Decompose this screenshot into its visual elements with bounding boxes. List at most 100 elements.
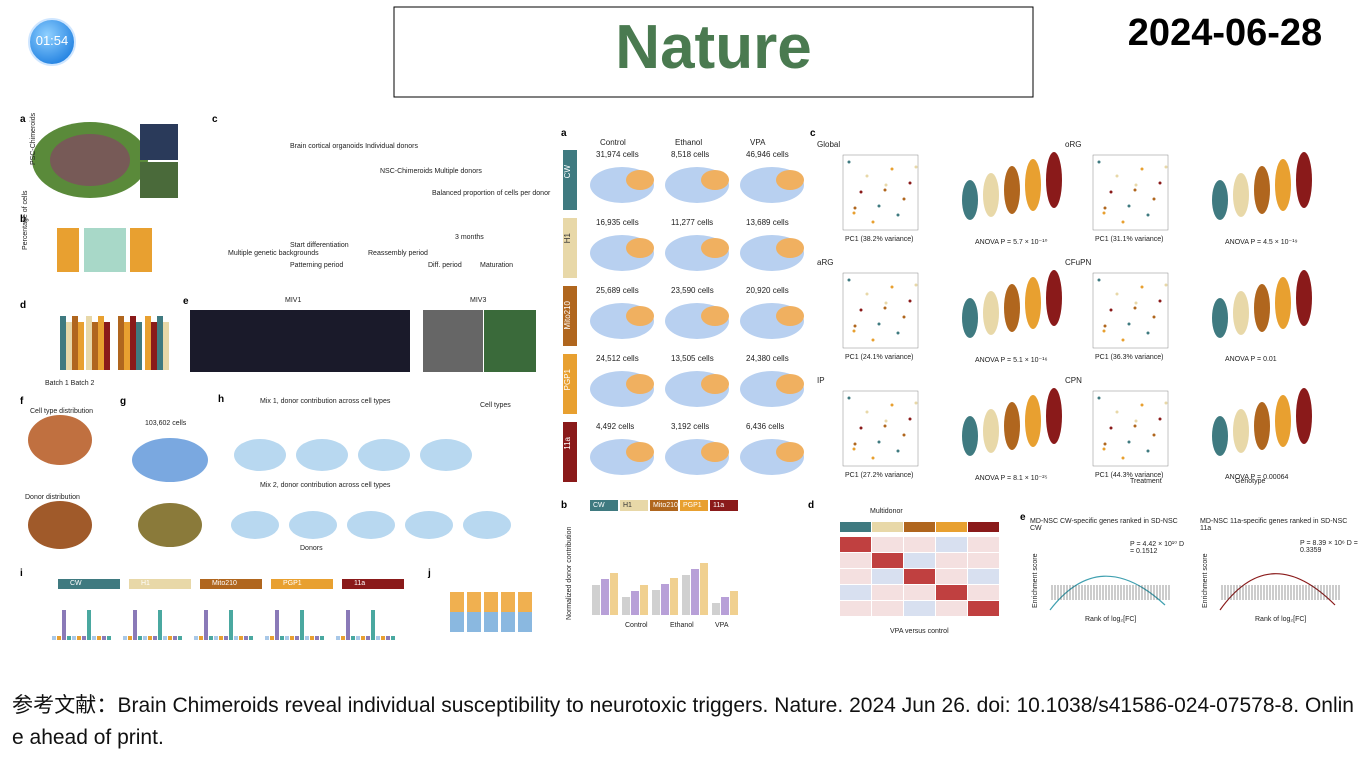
figure-shape: [78, 322, 84, 370]
figure-label: 24,380 cells: [746, 354, 789, 363]
figure-shape: [219, 636, 223, 640]
figure-shape: [936, 601, 967, 616]
figure-label: 46,946 cells: [746, 150, 789, 159]
figure-label: VPA: [715, 622, 729, 629]
figure-shape: [1254, 166, 1270, 214]
figure-shape: [381, 636, 385, 640]
figure-shape: [908, 299, 912, 303]
figure-label: 16,935 cells: [596, 218, 639, 227]
figure-shape: [1097, 396, 1101, 400]
figure-label: CW: [593, 502, 605, 509]
figure-shape: [968, 553, 999, 568]
figure-shape: [626, 170, 654, 190]
figure-shape: [626, 238, 654, 258]
figure-shape: [151, 322, 157, 370]
figure-label: VPA versus control: [890, 628, 949, 635]
figure-label: Normalized donor contribution: [566, 526, 573, 620]
figure-shape: [640, 585, 648, 615]
figure-shape: [229, 610, 233, 640]
figure-shape: [72, 636, 76, 640]
figure-shape: [132, 438, 208, 482]
figure-label: CPN: [1065, 376, 1082, 385]
figure-shape: [1103, 206, 1107, 210]
figure-shape: [1102, 211, 1106, 215]
figure-label: Mix 1, donor contribution across cell ty…: [260, 398, 391, 405]
figure-shape: [295, 636, 299, 640]
figure-label: Mito210: [653, 502, 678, 509]
figure-shape: [871, 220, 875, 224]
figure-shape: [872, 522, 903, 532]
figure-shape: [626, 442, 654, 462]
figure-shape: [1164, 283, 1168, 287]
figure-shape: [840, 585, 871, 600]
figure-shape: [310, 636, 314, 640]
figure-shape: [936, 522, 967, 532]
figure-shape: [1127, 322, 1131, 326]
figure-shape: [1140, 285, 1144, 289]
figure-shape: [601, 579, 609, 615]
figure-label: 103,602 cells: [145, 420, 187, 427]
figure-shape: [265, 636, 269, 640]
figure-shape: [701, 306, 729, 326]
figure-shape: [872, 569, 903, 584]
figure-shape: [1046, 388, 1062, 444]
figure-shape: [77, 636, 81, 640]
figure-shape: [1097, 160, 1101, 164]
figure-label: Treatment: [1130, 478, 1162, 485]
figure-shape: [872, 601, 903, 616]
figure-shape: [936, 553, 967, 568]
figure-shape: [209, 636, 213, 640]
figure-shape: [563, 150, 577, 210]
figure-shape: [1121, 338, 1125, 342]
figure-shape: [371, 610, 375, 640]
figure-label: PSC-Chimeroids: [30, 112, 37, 165]
figure-label: Control: [600, 138, 626, 147]
figure-shape: [66, 322, 72, 370]
figure-shape: [701, 170, 729, 190]
figure-shape: [234, 636, 238, 640]
figure-shape: [865, 410, 869, 414]
figure-shape: [914, 401, 918, 405]
figure-shape: [904, 569, 935, 584]
figure-shape: [914, 283, 918, 287]
figure-shape: [1164, 401, 1168, 405]
figure-shape: [138, 503, 202, 547]
figure-shape: [296, 439, 348, 471]
figure-shape: [1254, 284, 1270, 332]
figure-shape: [1134, 301, 1138, 305]
figure-label: MIV1: [285, 297, 302, 304]
figure-shape: [983, 409, 999, 453]
figure-shape: [1140, 403, 1144, 407]
figure-shape: [300, 610, 304, 640]
figure-label: VPA: [750, 138, 766, 147]
figure-shape: [1146, 331, 1150, 335]
figure-shape: [347, 511, 395, 539]
figure-shape: [320, 636, 324, 640]
figure-shape: [128, 636, 132, 640]
figure-label: 20,920 cells: [746, 286, 789, 295]
figure-shape: [1109, 308, 1113, 312]
figure-label: oRG: [1065, 140, 1082, 149]
figure-shape: [145, 316, 151, 370]
figure-shape: [285, 636, 289, 640]
figure-label: Brain cortical organoids Individual dono…: [290, 143, 419, 150]
figure-shape: [650, 500, 678, 511]
figure-label: aRG: [817, 258, 834, 267]
figure-shape: [877, 322, 881, 326]
figure-shape: [98, 316, 104, 370]
figure-shape: [859, 308, 863, 312]
figure-shape: [1212, 180, 1228, 220]
figure-shape: [877, 204, 881, 208]
figure-label: Diff. period: [428, 262, 462, 269]
figure-shape: [173, 636, 177, 640]
figure-shape: [204, 610, 208, 640]
figure-shape: [883, 188, 887, 192]
figure-shape: [351, 636, 355, 640]
figure-label: PC1 (27.2% variance): [845, 472, 914, 479]
figure-shape: [853, 442, 857, 446]
figure-shape: [776, 170, 804, 190]
figure-shape: [968, 569, 999, 584]
figure-shape: [450, 612, 464, 632]
figure-shape: [275, 610, 279, 640]
figure-shape: [859, 426, 863, 430]
